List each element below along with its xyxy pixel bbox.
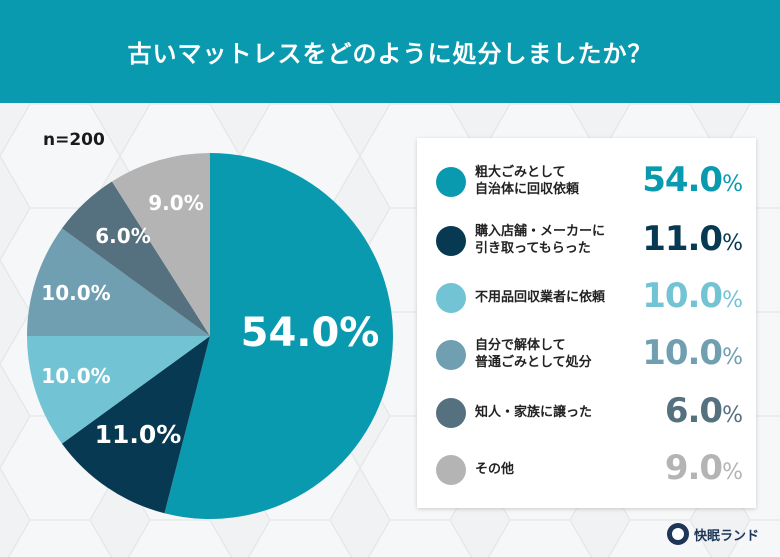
pie-slice-label: 11.0% xyxy=(95,420,182,449)
legend-item: 粗大ごみとして 自治体に回収依頼 54.0% xyxy=(417,152,756,212)
legend-percentage: 54.0% xyxy=(642,160,743,200)
legend-percentage: 6.0% xyxy=(664,391,743,431)
legend-value: 11.0 xyxy=(642,219,723,259)
pie-chart: 54.0% 11.0% 10.0% 10.0% 6.0% 9.0% xyxy=(27,153,394,520)
legend-item: 知人・家族に譲った 6.0% xyxy=(417,383,756,443)
legend-value: 9.0 xyxy=(664,448,723,488)
pie-slice-label: 10.0% xyxy=(41,364,110,388)
legend-item: 自分で解体して 普通ごみとして処分 10.0% xyxy=(417,325,756,385)
legend-swatch-icon xyxy=(436,455,466,485)
legend-swatch-icon xyxy=(436,226,466,256)
legend-card: 粗大ごみとして 自治体に回収依頼 54.0% 購入店舗・メーカーに 引き取ってもらっ… xyxy=(417,138,756,508)
legend-value: 6.0 xyxy=(664,391,723,431)
legend-swatch-icon xyxy=(436,283,466,313)
sample-size-label: n=200 xyxy=(43,130,105,150)
legend-label: 購入店舗・メーカーに 引き取ってもらった xyxy=(475,224,606,256)
legend-percentage: 9.0% xyxy=(664,448,743,488)
legend-item: その他 9.0% xyxy=(417,440,756,500)
percent-sign: % xyxy=(722,345,743,370)
legend-value: 10.0 xyxy=(642,276,723,316)
legend-value: 54.0 xyxy=(642,160,723,200)
pie-slice-label: 54.0% xyxy=(241,310,380,356)
legend-value: 10.0 xyxy=(642,333,723,373)
legend-swatch-icon xyxy=(436,167,466,197)
brand-name: 快眠ランド xyxy=(694,528,760,544)
legend-label: 自分で解体して 普通ごみとして処分 xyxy=(475,338,592,370)
pie-slice xyxy=(61,336,210,514)
title-banner: 古いマットレスをどのように処分しましたか？ xyxy=(0,0,780,103)
percent-sign: % xyxy=(722,403,743,428)
legend-swatch-icon xyxy=(436,340,466,370)
legend-percentage: 10.0% xyxy=(642,276,743,316)
legend-percentage: 11.0% xyxy=(642,219,743,259)
brand-logo: 快眠ランド xyxy=(667,523,759,545)
legend-label: 粗大ごみとして 自治体に回収依頼 xyxy=(475,165,580,197)
legend-percentage: 10.0% xyxy=(642,333,743,373)
percent-sign: % xyxy=(722,172,743,197)
percent-sign: % xyxy=(722,231,743,256)
brand-logo-icon xyxy=(667,523,689,545)
pie-slice xyxy=(164,153,394,520)
percent-sign: % xyxy=(722,288,743,313)
legend-label: 不用品回収業者に依頼 xyxy=(475,290,606,305)
pie-slice-label: 6.0% xyxy=(95,224,150,248)
pie-slice-label: 9.0% xyxy=(148,191,203,215)
pie-slice xyxy=(27,228,210,336)
legend-item: 不用品回収業者に依頼 10.0% xyxy=(417,268,756,328)
legend-label: その他 xyxy=(475,462,515,477)
percent-sign: % xyxy=(722,460,743,485)
pie-slice xyxy=(61,181,210,336)
legend-swatch-icon xyxy=(436,398,466,428)
pie-slice xyxy=(27,336,210,444)
legend-label: 知人・家族に譲った xyxy=(475,405,593,420)
legend-item: 購入店舗・メーカーに 引き取ってもらった 11.0% xyxy=(417,211,756,271)
pie-slice xyxy=(111,153,210,336)
chart-title: 古いマットレスをどのように処分しましたか？ xyxy=(127,40,653,68)
pie-slice-label: 10.0% xyxy=(41,281,110,305)
